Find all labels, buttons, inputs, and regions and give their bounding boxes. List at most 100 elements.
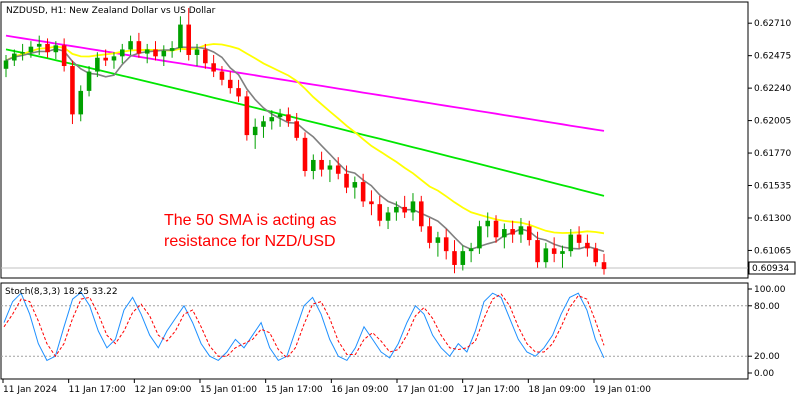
candle [302,132,308,177]
price-tick-label: 0.62240 [754,84,791,94]
candle [385,206,391,230]
candle-body [61,45,67,67]
candle [477,220,482,254]
candle-body [435,237,441,243]
candle-body [394,206,399,213]
stochastic-lines [3,291,605,362]
candle-body [593,248,598,263]
candle-body [535,240,540,263]
chart-header: NZDUSD, H1: New Zealand Dollar vs US Dol… [6,6,216,16]
stochastic-signal-line [3,293,605,359]
candle-body [477,226,482,249]
candle-body [211,63,216,72]
time-axis: 11 Jan 2024 11 Jan 17:00 12 Jan 09:00 15 Ja… [2,379,651,395]
price-tick-label: 0.61770 [754,149,791,159]
candle [136,32,142,58]
candle-body [111,56,117,61]
candle-body [327,165,333,170]
candle [360,173,366,207]
candle-body [526,226,532,241]
candle-body [169,48,175,51]
candle-body [277,114,283,118]
time-tick-label: 16 Jan 09:00 [331,385,388,395]
candle-body [128,41,133,50]
price-panel: NZDUSD, H1: New Zealand Dollar vs US Dol… [0,1,796,279]
time-tick-label: 15 Jan 01:00 [200,385,257,395]
candle [352,176,358,199]
candle-body [360,182,366,202]
candle-body [402,206,407,213]
candle-body [178,24,183,49]
candle-body [568,234,574,252]
stochastic-axis: 100.00 80.00 20.00 0.00 [748,285,786,379]
candle [335,157,341,180]
candle [468,242,474,263]
candle [402,195,407,218]
candle [460,245,466,271]
candle [20,43,25,61]
annotation-line-2: resistance for NZD/USD [164,233,336,250]
candle-body [452,251,457,265]
candle [593,242,598,267]
time-tick-label: 12 Jan 09:00 [134,385,191,395]
ma-100-line [5,48,605,197]
candle-body [543,248,549,263]
candle [526,220,532,246]
candle-body [460,251,466,265]
candle-body [244,96,250,136]
candle [485,212,491,238]
candle-body [302,137,308,172]
candle [518,217,524,243]
candle [144,43,150,64]
candle [53,41,59,60]
candle-body [78,90,84,115]
candle [493,215,499,243]
candle [203,43,208,69]
candle [543,242,549,268]
candle [560,245,565,268]
candle [601,253,607,275]
price-axis: 0.62710 0.62475 0.62240 0.62005 0.61770 0.615… [748,19,791,256]
candle-body [294,121,299,138]
candle-body [418,201,424,227]
candle [551,237,557,263]
candle [169,41,175,58]
candle [394,201,399,221]
candle [576,226,582,249]
candle [369,190,374,216]
time-tick-label: 17 Jan 01:00 [397,385,454,395]
candle [585,234,590,257]
candle-body [28,46,34,53]
candle-body [36,43,42,47]
annotation-line-1: The 50 SMA is acting as [164,212,337,229]
stochastic-levels [1,305,748,357]
candle-body [352,182,358,188]
candle [111,52,117,69]
candle-body [385,212,391,221]
candle [3,54,9,78]
candle [410,193,416,221]
candle-body [219,71,225,80]
candle-body [161,50,167,57]
candle [568,229,574,257]
price-tick-label: 0.62005 [754,117,791,127]
candle [219,66,225,86]
candle-body [144,49,150,54]
candle-body [95,57,100,72]
candle [119,43,125,64]
candle [194,43,200,67]
candle-body [510,229,515,235]
candle [269,110,275,130]
candle [70,60,75,125]
candle-body [502,229,507,238]
candle-body [203,49,208,64]
candle [36,35,42,55]
candle [294,112,299,141]
time-tick-label: 11 Jan 17:00 [69,385,126,395]
candle [12,49,17,67]
candle [95,52,100,78]
price-tick-label: 0.61535 [754,182,791,192]
candle [286,107,291,127]
candle-body [86,71,92,91]
candle-body [485,220,491,227]
